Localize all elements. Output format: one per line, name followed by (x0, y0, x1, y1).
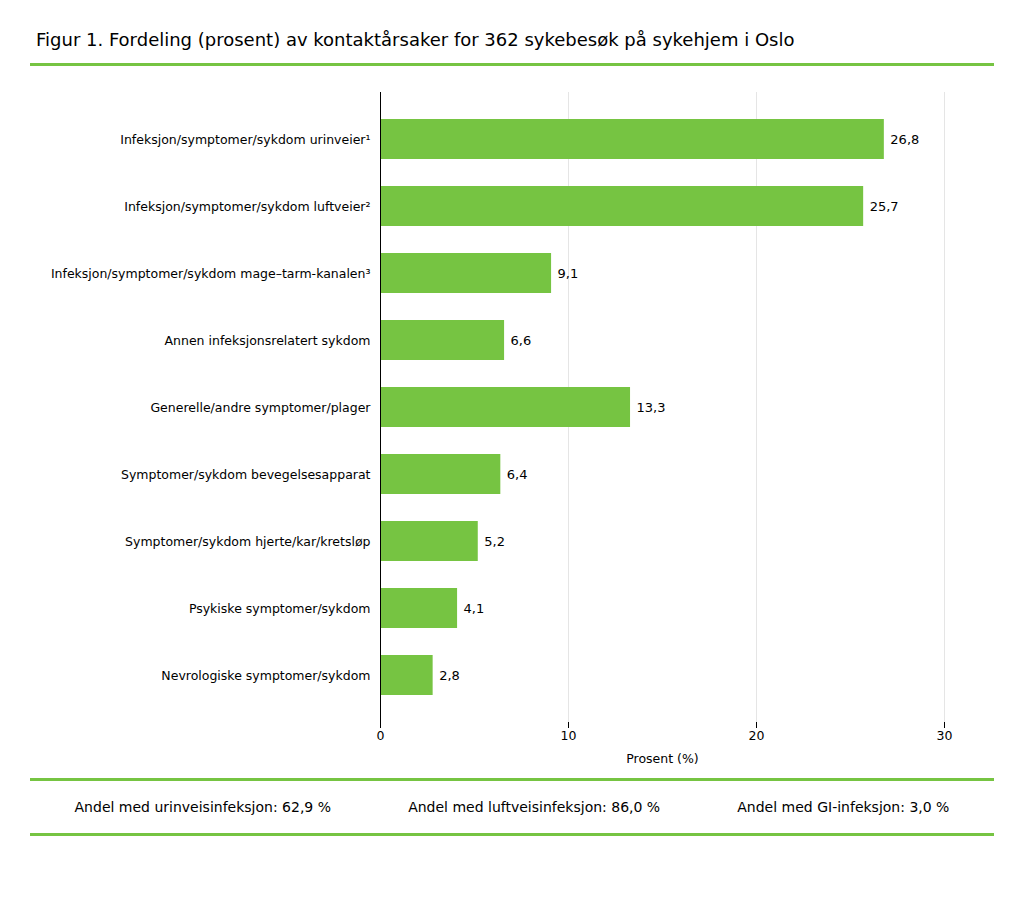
svg-text:Symptomer/sykdom hjerte/kar/kr: Symptomer/sykdom hjerte/kar/kretsløp (125, 534, 370, 549)
svg-text:25,7: 25,7 (870, 199, 899, 214)
svg-text:30: 30 (937, 729, 953, 744)
svg-text:4,1: 4,1 (464, 601, 485, 616)
svg-text:13,3: 13,3 (637, 400, 666, 415)
svg-text:Infeksjon/symptomer/sykdom uri: Infeksjon/symptomer/sykdom urinveier¹ (120, 132, 370, 147)
svg-text:26,8: 26,8 (890, 132, 919, 147)
svg-text:2,8: 2,8 (439, 668, 460, 683)
html-text:Andel med luftveisinfeksjon: 8: Andel med luftveisinfeksjon: 86,0 % (408, 799, 661, 816)
svg-text:0: 0 (377, 729, 385, 744)
svg-text:Annen infeksjonsrelatert sykdo: Annen infeksjonsrelatert sykdom (165, 333, 371, 348)
svg-text:Generelle/andre symptomer/plag: Generelle/andre symptomer/plager (150, 400, 371, 415)
svg-text:Nevrologiske symptomer/sykdom: Nevrologiske symptomer/sykdom (161, 668, 370, 683)
svg-text:6,4: 6,4 (507, 467, 528, 482)
svg-text:Symptomer/sykdom bevegelsesapp: Symptomer/sykdom bevegelsesapparat (121, 467, 371, 482)
svg-text:5,2: 5,2 (484, 534, 505, 549)
svg-text:20: 20 (749, 729, 765, 744)
svg-text:Infeksjon/symptomer/sykdom mag: Infeksjon/symptomer/sykdom mage–tarm-kan… (51, 266, 371, 281)
svg-text:9,1: 9,1 (558, 266, 579, 281)
svg-text:Prosent (%): Prosent (%) (626, 751, 698, 766)
html-text:Andel med urinveisinfeksjon: 6: Andel med urinveisinfeksjon: 62,9 % (74, 799, 331, 816)
svg-text:10: 10 (561, 729, 577, 744)
html-text:Figur 1. Fordeling (prosent) a: Figur 1. Fordeling (prosent) av kontaktå… (36, 29, 795, 50)
svg-text:Infeksjon/symptomer/sykdom luf: Infeksjon/symptomer/sykdom luftveier² (124, 199, 370, 214)
html-text:Andel med GI-infeksjon: 3,0 %: Andel med GI-infeksjon: 3,0 % (737, 799, 950, 816)
svg-text:6,6: 6,6 (511, 333, 532, 348)
svg-text:Psykiske symptomer/sykdom: Psykiske symptomer/sykdom (189, 601, 371, 616)
